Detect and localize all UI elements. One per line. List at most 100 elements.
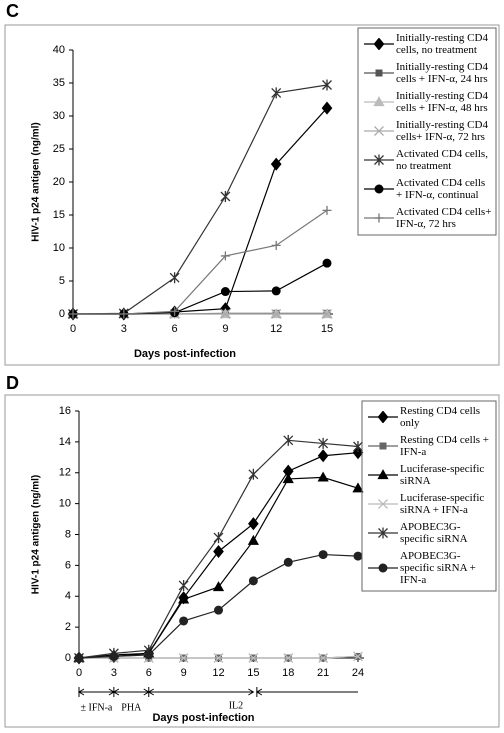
marker bbox=[318, 437, 329, 449]
marker bbox=[214, 605, 223, 615]
legend-entry: APOBEC3G-specific siRNA bbox=[366, 521, 494, 545]
marker bbox=[317, 449, 329, 463]
panel-label: D bbox=[6, 373, 19, 393]
legend-swatch bbox=[364, 126, 394, 136]
y-tick-label: 10 bbox=[53, 242, 65, 254]
x-tick-label: 12 bbox=[270, 323, 282, 335]
marker bbox=[379, 442, 387, 450]
marker bbox=[178, 593, 190, 604]
marker bbox=[213, 653, 224, 663]
x-axis-label: Days post-infection bbox=[134, 348, 236, 360]
legend-swatch bbox=[368, 469, 398, 480]
y-tick-label: 35 bbox=[53, 77, 65, 89]
marker bbox=[283, 653, 294, 663]
y-tick-label: 14 bbox=[59, 436, 71, 448]
legend-entry: Initially-resting CD4 cells, no treatmen… bbox=[362, 32, 494, 56]
x-tick-label: 3 bbox=[121, 323, 127, 335]
x-tick-label: 6 bbox=[172, 323, 178, 335]
legend-label: Luciferase-specific siRNA + IFN-a bbox=[400, 492, 485, 516]
series-line bbox=[73, 262, 328, 315]
marker bbox=[170, 306, 180, 316]
legend-label: Activated CD4 cells, no treatment bbox=[396, 148, 488, 172]
x-tick-label: 12 bbox=[212, 667, 224, 679]
legend-swatch bbox=[368, 411, 398, 423]
legend-swatch bbox=[368, 563, 398, 573]
x-tick-label: 6 bbox=[146, 667, 152, 679]
annotation: ± IFN-a bbox=[81, 702, 113, 713]
y-tick-label: 10 bbox=[59, 498, 71, 510]
marker bbox=[352, 482, 364, 493]
marker bbox=[375, 69, 383, 77]
legend-entry: Initially-resting CD4 cells+ IFN-α, 72 h… bbox=[362, 119, 494, 143]
marker bbox=[119, 309, 129, 319]
y-tick-label: 12 bbox=[59, 467, 71, 479]
legend-swatch bbox=[368, 442, 398, 450]
marker bbox=[378, 563, 388, 573]
x-tick-label: 15 bbox=[321, 323, 333, 335]
marker bbox=[378, 499, 388, 509]
marker bbox=[377, 411, 389, 423]
legend-swatch bbox=[364, 213, 394, 223]
marker bbox=[220, 251, 230, 261]
marker bbox=[109, 651, 119, 661]
legend-swatch bbox=[368, 527, 398, 539]
marker bbox=[322, 79, 332, 91]
legend-label: APOBEC3G-specific siRNA + IFN-a bbox=[400, 550, 476, 586]
x-axis-label: Days post-infection bbox=[152, 712, 254, 724]
marker bbox=[169, 272, 180, 284]
marker bbox=[353, 651, 363, 662]
y-axis-label: HIV-1 p24 antigen (ng/ml) bbox=[31, 475, 42, 594]
marker bbox=[220, 191, 231, 203]
marker bbox=[317, 471, 329, 482]
marker bbox=[271, 309, 282, 319]
y-tick-label: 5 bbox=[59, 275, 65, 287]
legend: Resting CD4 cells only Resting CD4 cells … bbox=[366, 405, 494, 591]
legend-entry: Resting CD4 cells only bbox=[366, 405, 494, 429]
x-tick-label: 9 bbox=[181, 667, 187, 679]
y-tick-label: 30 bbox=[53, 110, 65, 122]
y-axis-label: HIV-1 p24 antigen (ng/ml) bbox=[31, 122, 42, 241]
legend-entry: APOBEC3G-specific siRNA + IFN-a bbox=[366, 550, 494, 586]
legend-label: Initially-resting CD4 cells + IFN-α, 48 … bbox=[396, 90, 488, 114]
legend-label: Initially-resting CD4 cells+ IFN-α, 72 h… bbox=[396, 119, 488, 143]
legend-label: Activated CD4 cells+ IFN-α, 72 hrs bbox=[396, 206, 492, 230]
legend-label: Initially-resting CD4 cells + IFN-α, 24 … bbox=[396, 61, 488, 85]
marker bbox=[374, 126, 384, 136]
marker bbox=[374, 154, 384, 166]
marker bbox=[377, 469, 389, 480]
legend-frame bbox=[361, 400, 497, 592]
x-tick-label: 15 bbox=[247, 667, 259, 679]
x-tick-label: 24 bbox=[352, 667, 364, 679]
marker bbox=[178, 579, 189, 591]
series-line bbox=[78, 476, 359, 659]
y-tick-label: 15 bbox=[53, 209, 65, 221]
series-line bbox=[72, 84, 328, 315]
y-tick-label: 6 bbox=[65, 559, 71, 571]
marker bbox=[318, 550, 328, 560]
marker bbox=[178, 653, 189, 663]
legend-swatch bbox=[364, 38, 394, 50]
x-tick-label: 9 bbox=[222, 323, 228, 335]
marker bbox=[271, 240, 281, 250]
marker bbox=[353, 551, 363, 561]
legend-label: Luciferase-specific siRNA bbox=[400, 463, 485, 487]
marker bbox=[322, 309, 332, 319]
marker bbox=[318, 653, 329, 663]
legend: Initially-resting CD4 cells, no treatmen… bbox=[362, 32, 494, 235]
legend-label: Activated CD4 cells + IFN-α, continual bbox=[396, 177, 486, 201]
annotation: IL2 bbox=[229, 700, 243, 711]
panel-label: C bbox=[6, 1, 19, 21]
marker bbox=[220, 287, 230, 297]
marker bbox=[179, 616, 189, 626]
x-tick-label: 0 bbox=[76, 667, 82, 679]
legend-entry: Luciferase-specific siRNA + IFN-a bbox=[366, 492, 494, 516]
x-tick-label: 0 bbox=[70, 323, 76, 335]
marker bbox=[378, 527, 388, 539]
marker bbox=[322, 205, 332, 215]
legend-swatch bbox=[368, 499, 398, 509]
marker bbox=[282, 473, 294, 484]
panel-frame bbox=[4, 24, 500, 366]
y-tick-label: 2 bbox=[65, 621, 71, 633]
